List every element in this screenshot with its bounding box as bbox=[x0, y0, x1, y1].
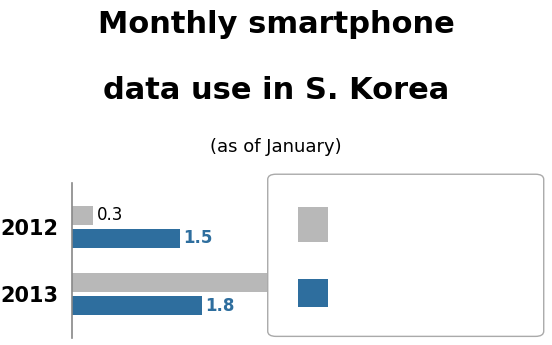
Text: Monthly smartphone: Monthly smartphone bbox=[98, 10, 454, 39]
Bar bbox=[72, 206, 93, 225]
Bar bbox=[72, 273, 288, 292]
Text: Average traffic: Average traffic bbox=[342, 293, 435, 306]
Text: 3.0: 3.0 bbox=[292, 274, 319, 292]
Text: Total data traffic
– 10,000 terabytes: Total data traffic – 10,000 terabytes bbox=[342, 214, 460, 244]
Text: 1.5: 1.5 bbox=[184, 229, 213, 247]
Text: 1.8: 1.8 bbox=[205, 297, 235, 315]
Bar bbox=[72, 296, 201, 315]
Text: (as of January): (as of January) bbox=[210, 138, 342, 156]
Bar bbox=[72, 229, 180, 248]
Text: 0.3: 0.3 bbox=[97, 206, 124, 224]
Text: data use in S. Korea: data use in S. Korea bbox=[103, 76, 449, 105]
